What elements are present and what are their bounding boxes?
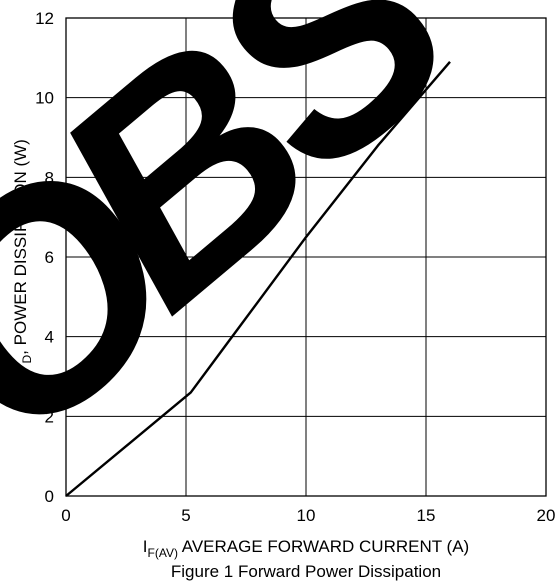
- x-axis-title-subscript: F(AV): [148, 546, 178, 560]
- y-tick-label: 2: [45, 407, 54, 426]
- series-line: [65, 61, 451, 497]
- plot-frame: [65, 17, 547, 497]
- x-tick-label: 5: [181, 506, 190, 525]
- x-tick-label: 0: [61, 506, 70, 525]
- y-axis-title-main: P: [11, 363, 30, 374]
- y-axis-title-rest: , POWER DISSIPATION (W): [11, 139, 30, 355]
- x-tick-label: 20: [537, 506, 556, 525]
- watermark: O B S: [0, 0, 514, 504]
- y-tick-label: 0: [45, 487, 54, 506]
- y-tick-label: 12: [35, 9, 54, 28]
- y-tick-label: 4: [45, 328, 54, 347]
- x-axis-title-main: I: [143, 537, 148, 556]
- x-axis-title-rest: AVERAGE FORWARD CURRENT (A): [178, 537, 469, 556]
- x-tick-label: 15: [417, 506, 436, 525]
- x-tick-label: 10: [297, 506, 316, 525]
- x-tick-labels: 0 5 10 15 20: [61, 506, 555, 525]
- grid: [66, 18, 546, 496]
- y-axis-title-subscript: D: [20, 354, 34, 363]
- x-axis-title: IF(AV) AVERAGE FORWARD CURRENT (A): [143, 537, 469, 560]
- y-tick-labels: 0 2 4 6 8 10 12: [35, 9, 54, 506]
- y-axis-title: PD, POWER DISSIPATION (W): [11, 139, 34, 375]
- y-tick-label: 10: [35, 89, 54, 108]
- y-tick-label: 6: [45, 248, 54, 267]
- y-tick-label: 8: [45, 168, 54, 187]
- figure-caption: Figure 1 Forward Power Dissipation: [171, 562, 441, 581]
